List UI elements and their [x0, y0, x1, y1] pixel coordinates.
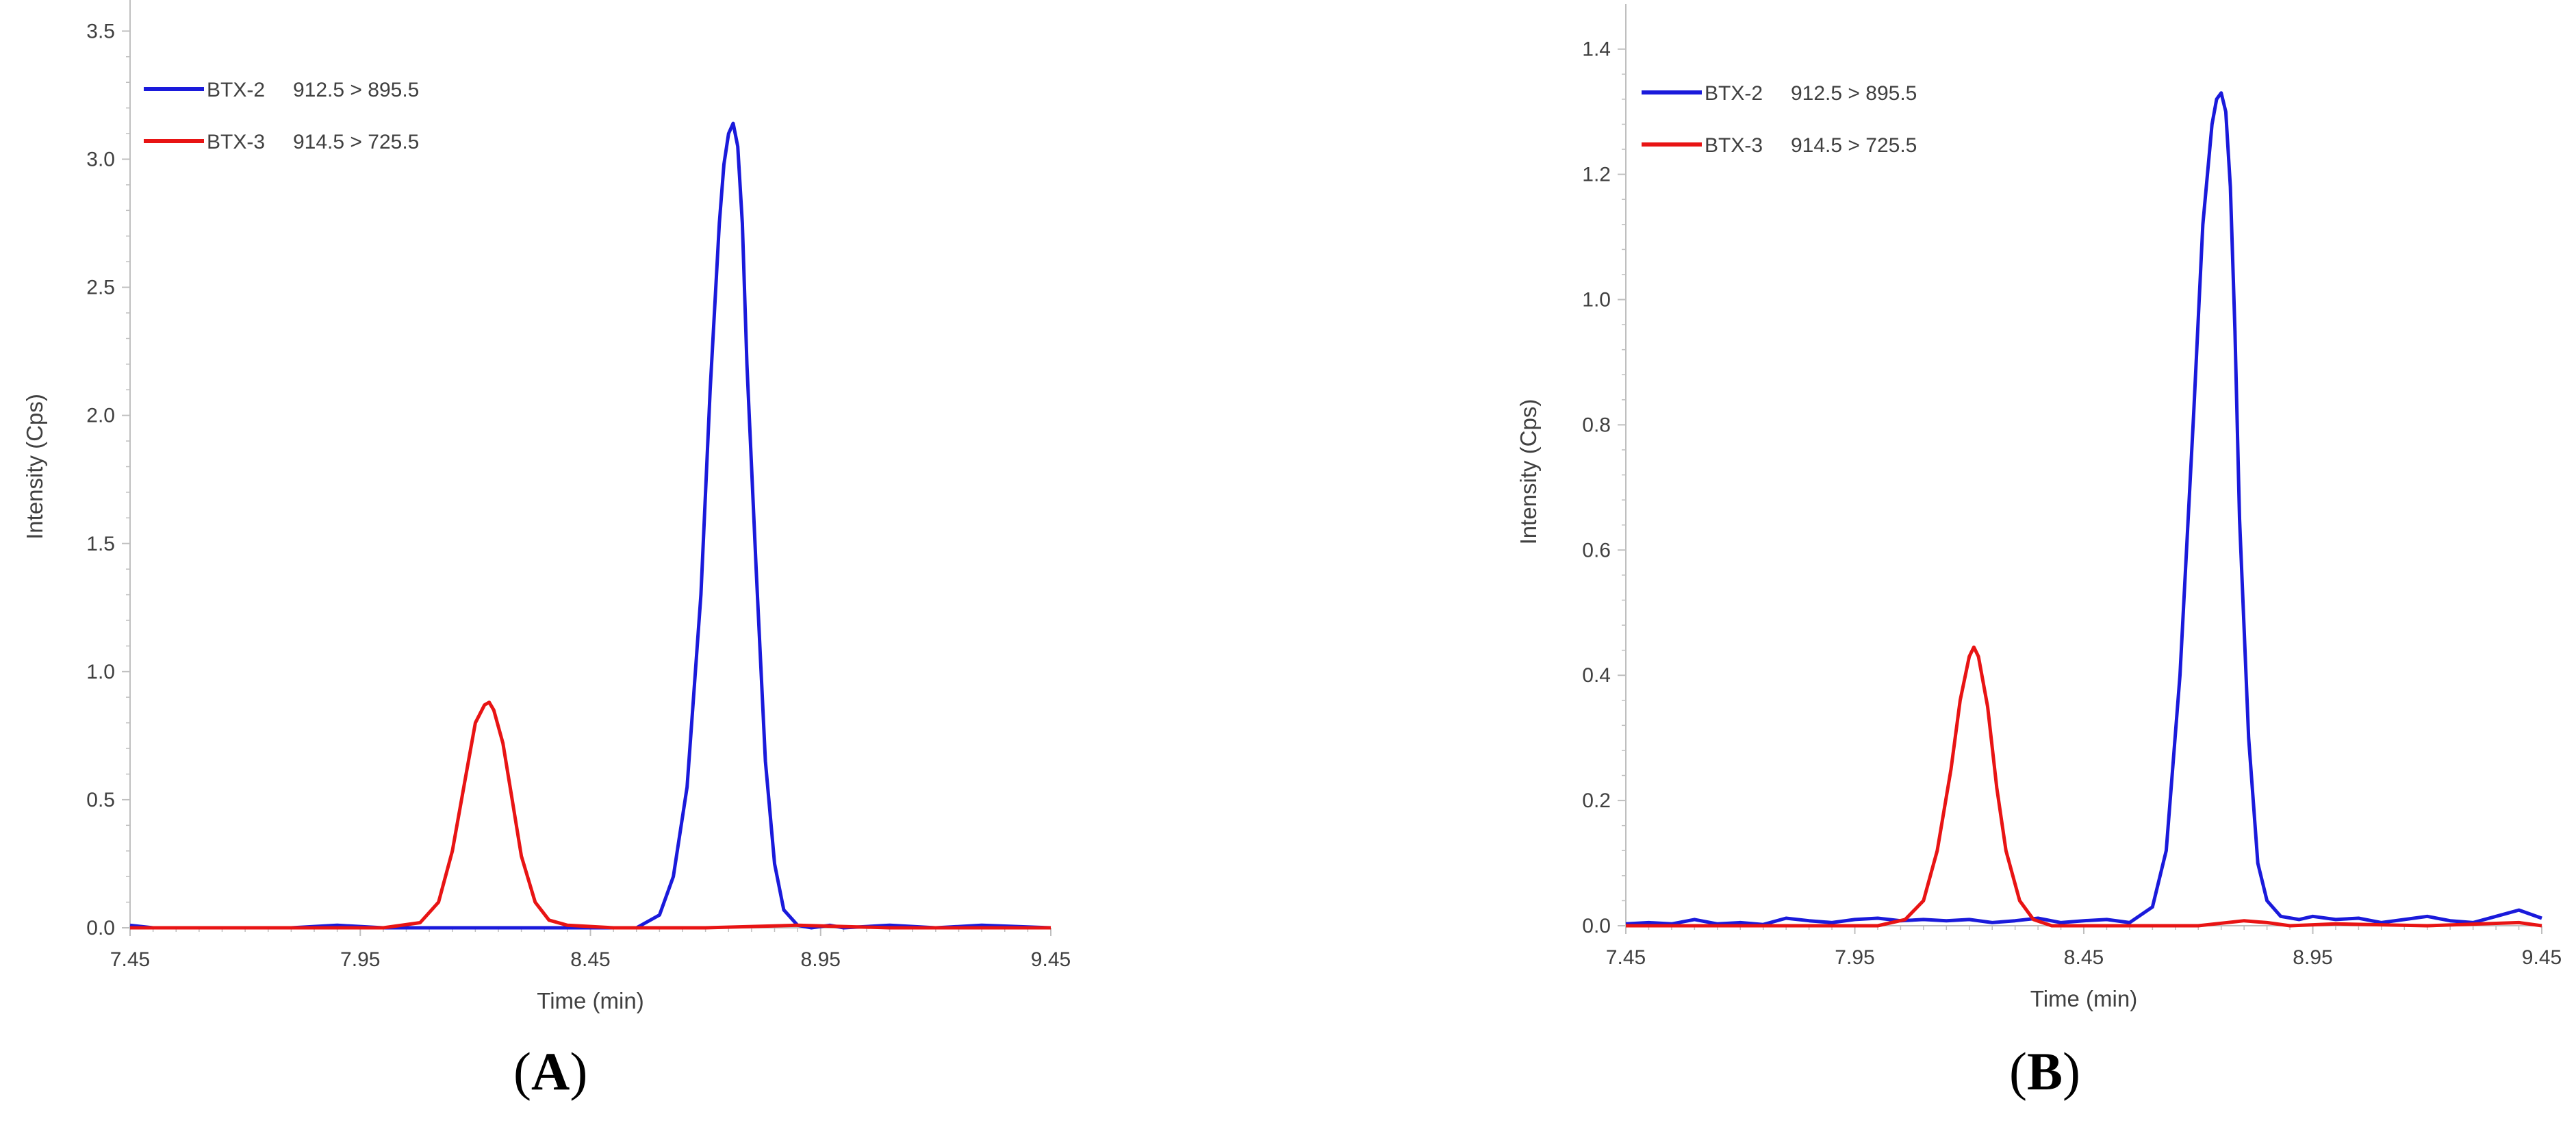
- x-axis-title: Time (min): [537, 988, 643, 1013]
- series-line-btx-3: [1626, 645, 2542, 928]
- x-tick-label: 7.95: [1835, 946, 1874, 969]
- panel-label-a: (A): [513, 1041, 588, 1101]
- legend-transition-btx-2: 912.5 > 895.5: [293, 79, 419, 101]
- x-tick-label: 7.95: [340, 948, 380, 971]
- x-tick-label: 8.45: [570, 948, 610, 971]
- y-tick-label: 3.5: [86, 20, 115, 42]
- x-tick-label: 7.45: [1606, 946, 1646, 969]
- y-tick-label: 0.0: [86, 917, 115, 939]
- y-tick-label: 0.5: [86, 789, 115, 811]
- x-tick-label: 9.45: [2522, 946, 2562, 969]
- y-tick-label: 0.8: [1582, 414, 1611, 436]
- panel-label-b: (B): [2009, 1041, 2080, 1101]
- y-tick-label: 1.4: [1582, 38, 1611, 61]
- x-tick-label: 8.95: [2293, 946, 2332, 969]
- chart-panel-a: 0.0 0.5 1.0 1.5 2.0 2.5 3.0 3.5 7.45 7.95 8.45 8.95…: [22, 0, 1071, 1101]
- y-tick-label: 2.5: [86, 277, 115, 299]
- y-tick-label: 0.2: [1582, 789, 1611, 812]
- legend-label-btx-3: BTX-3: [207, 131, 265, 153]
- x-tick-label: 8.45: [2064, 946, 2104, 969]
- legend-transition-btx-3: 914.5 > 725.5: [293, 131, 419, 153]
- y-tick-label: 2.0: [86, 405, 115, 427]
- y-tick-label: 1.0: [1582, 289, 1611, 312]
- x-tick-label: 7.45: [110, 948, 150, 971]
- x-tick-label: 8.95: [801, 948, 841, 971]
- y-tick-label: 3.0: [86, 149, 115, 171]
- series-line-btx-3: [130, 700, 1051, 930]
- y-tick-label: 0.4: [1582, 664, 1611, 687]
- x-axis-title: Time (min): [2030, 986, 2137, 1011]
- x-tick-label: 9.45: [1031, 948, 1071, 971]
- y-axis-title: Intensity (Cps): [1516, 399, 1541, 545]
- legend-transition-btx-3: 914.5 > 725.5: [1791, 134, 1917, 157]
- y-tick-label: 0.0: [1582, 915, 1611, 937]
- series-line-btx-2: [129, 121, 1051, 930]
- y-axis-title: Intensity (Cps): [22, 394, 47, 540]
- y-tick-label: 0.6: [1582, 539, 1611, 561]
- y-tick-label: 1.5: [86, 533, 115, 555]
- chart-panel-b: 0.0 0.2 0.4 0.6 0.8 1.0 1.2 1.4 7.45 7.95 8.45 8.95…: [1288, 0, 2576, 1125]
- y-tick-label: 1.2: [1582, 164, 1611, 186]
- legend-label-btx-3: BTX-3: [1705, 134, 1763, 157]
- chart-b-svg: 0.0 0.2 0.4 0.6 0.8 1.0 1.2 1.4 7.45 7.95 8.45 8.95…: [1516, 4, 2562, 1011]
- legend-label-btx-2: BTX-2: [1705, 82, 1763, 105]
- legend-label-btx-2: BTX-2: [207, 79, 265, 101]
- series-line-btx-2: [1625, 91, 2542, 926]
- y-tick-label: 1.0: [86, 661, 115, 683]
- chart-a-svg: 0.0 0.5 1.0 1.5 2.0 2.5 3.0 3.5 7.45 7.95 8.45 8.95…: [22, 0, 1071, 1013]
- legend-transition-btx-2: 912.5 > 895.5: [1791, 82, 1917, 105]
